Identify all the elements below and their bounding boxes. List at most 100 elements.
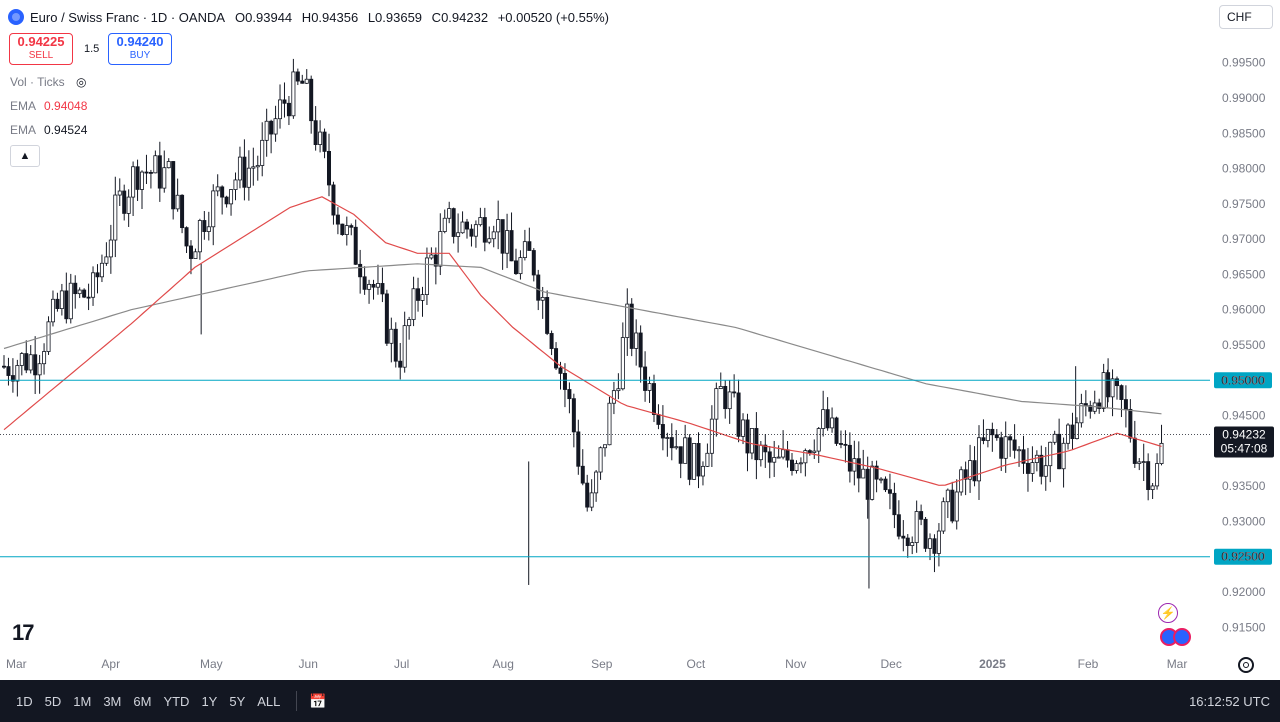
candle-body [6, 366, 11, 376]
candle-body [1061, 442, 1066, 470]
candle-body [1088, 405, 1093, 412]
candle-body [963, 469, 968, 480]
x-tick-label: Mar [6, 657, 27, 671]
candle-body [278, 99, 283, 120]
candle-body [215, 186, 220, 192]
x-tick-label: 2025 [979, 657, 1006, 671]
legend-ema-slow[interactable]: EMA 0.94524 [10, 123, 88, 137]
candle-body [122, 190, 127, 214]
candle-body [469, 228, 474, 237]
candle-body [162, 167, 167, 189]
candle-body [371, 283, 376, 288]
buy-button[interactable]: 0.94240 BUY [108, 33, 172, 65]
candle-body [206, 226, 211, 232]
candle-body [945, 489, 950, 503]
candle-body [37, 363, 42, 376]
legend-ema-fast[interactable]: EMA 0.94048 [10, 99, 88, 113]
chart-header: Euro / Swiss Franc · 1D · OANDA O0.93944… [8, 8, 609, 26]
candle-body [166, 161, 171, 169]
candle-body [1159, 442, 1164, 464]
candle-body [562, 373, 567, 390]
x-tick-label: Oct [687, 657, 706, 671]
candle-body [536, 274, 541, 301]
legend-volume[interactable]: Vol · Ticks ◎ [10, 75, 87, 89]
candle-body [718, 386, 723, 390]
candle-body [1021, 449, 1026, 464]
y-tick-label: 0.94500 [1222, 409, 1266, 423]
candle-body [140, 171, 145, 190]
timeframe-6m[interactable]: 6M [133, 693, 152, 709]
close-value: 0.94232 [441, 9, 489, 25]
candle-body [220, 186, 225, 198]
candle-body [113, 194, 118, 241]
candle-body [108, 239, 113, 258]
candle-body [15, 365, 20, 382]
candle-body [344, 225, 349, 235]
candle-body [33, 354, 38, 376]
timeframe-1y[interactable]: 1Y [201, 693, 218, 709]
candle-body [1079, 403, 1084, 424]
candle-body [692, 443, 697, 480]
candle-body [700, 465, 705, 477]
candle-body [28, 354, 33, 371]
candle-body [705, 452, 710, 467]
candle-body [393, 328, 398, 362]
timeframe-1m[interactable]: 1M [73, 693, 92, 709]
symbol-logo-icon [8, 9, 24, 25]
candle-body [1012, 439, 1017, 451]
settings-gear-icon[interactable] [1238, 657, 1254, 673]
buy-label: BUY [129, 50, 151, 61]
utc-clock[interactable]: 16:12:52 UTC [1189, 693, 1270, 709]
candle-body [972, 460, 977, 482]
candle-body [505, 230, 510, 254]
candle-body [1115, 378, 1120, 387]
candle-body [861, 468, 866, 479]
candle-body [77, 289, 82, 295]
currency-selector[interactable]: CHF [1219, 5, 1273, 29]
candle-body [727, 391, 732, 410]
candle-body [687, 437, 692, 480]
candle-body [598, 447, 603, 473]
sell-button[interactable]: 0.94225 SELL [9, 33, 73, 65]
eye-hidden-icon[interactable]: ◎ [76, 75, 87, 89]
horizontal-level-label: 0.95000 [1221, 373, 1265, 387]
bar-countdown-label: 05:47:08 [1221, 441, 1268, 455]
candle-body [202, 220, 207, 232]
candle-body [442, 217, 447, 232]
symbol-title[interactable]: Euro / Swiss Franc · 1D · OANDA [30, 9, 226, 25]
price-chart[interactable]: 0.95000 0.92500 0.99500 0.99000 0.98500 0.98… [0, 0, 1280, 680]
candle-body [611, 390, 616, 404]
candle-body [46, 321, 51, 352]
candle-body [567, 389, 572, 400]
candle-body [509, 230, 514, 262]
collapse-legend-button[interactable]: ▲ [10, 145, 40, 167]
candle-body [638, 332, 643, 368]
timeframe-5y[interactable]: 5Y [229, 693, 246, 709]
candle-body [620, 337, 625, 390]
candle-body [224, 196, 229, 205]
timeframe-ytd[interactable]: YTD [163, 693, 190, 709]
date-range-calendar-icon[interactable]: 📅 [309, 692, 327, 709]
candle-body [447, 208, 452, 219]
timeframe-all[interactable]: ALL [257, 693, 281, 709]
candle-body [821, 409, 826, 429]
candle-body [527, 241, 532, 251]
tradingview-logo-icon: 17 [12, 620, 35, 645]
candle-body [1132, 437, 1137, 464]
y-tick-label: 0.92500 [1222, 550, 1266, 564]
candle-body [1030, 462, 1035, 474]
candle-body [326, 151, 331, 186]
candle-body [790, 459, 795, 471]
flash-icon[interactable]: ⚡ [1158, 603, 1178, 623]
y-tick-label: 0.91500 [1222, 620, 1266, 634]
timeframe-1d[interactable]: 1D [16, 693, 33, 709]
y-tick-label: 0.96000 [1222, 303, 1266, 317]
candle-body [914, 511, 919, 544]
timeframe-5d[interactable]: 5D [44, 693, 62, 709]
candle-body [874, 465, 879, 480]
candle-body [1097, 402, 1102, 409]
x-tick-label: Sep [591, 657, 613, 671]
timeframe-3m[interactable]: 3M [103, 693, 122, 709]
candle-body [887, 489, 892, 494]
candle-body [781, 449, 786, 458]
